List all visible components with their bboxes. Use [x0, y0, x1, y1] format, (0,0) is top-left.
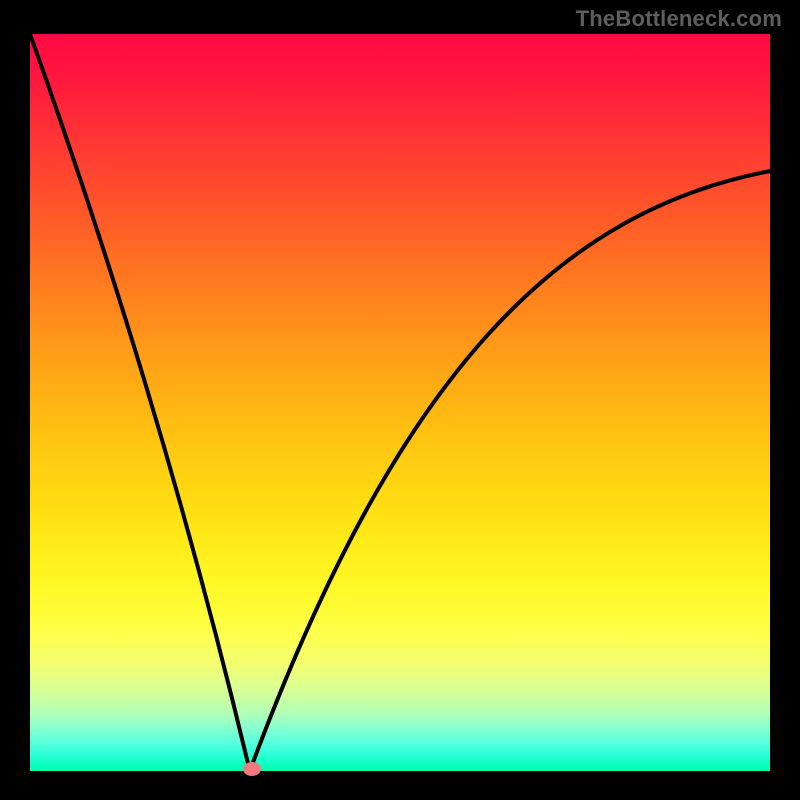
curve-segment [250, 171, 770, 771]
plot-area [30, 34, 770, 771]
watermark-text: TheBottleneck.com [576, 6, 782, 32]
vertex-marker [243, 762, 261, 776]
curve-layer [30, 34, 770, 771]
chart-root: TheBottleneck.com [0, 0, 800, 800]
curve-segment [30, 34, 250, 771]
